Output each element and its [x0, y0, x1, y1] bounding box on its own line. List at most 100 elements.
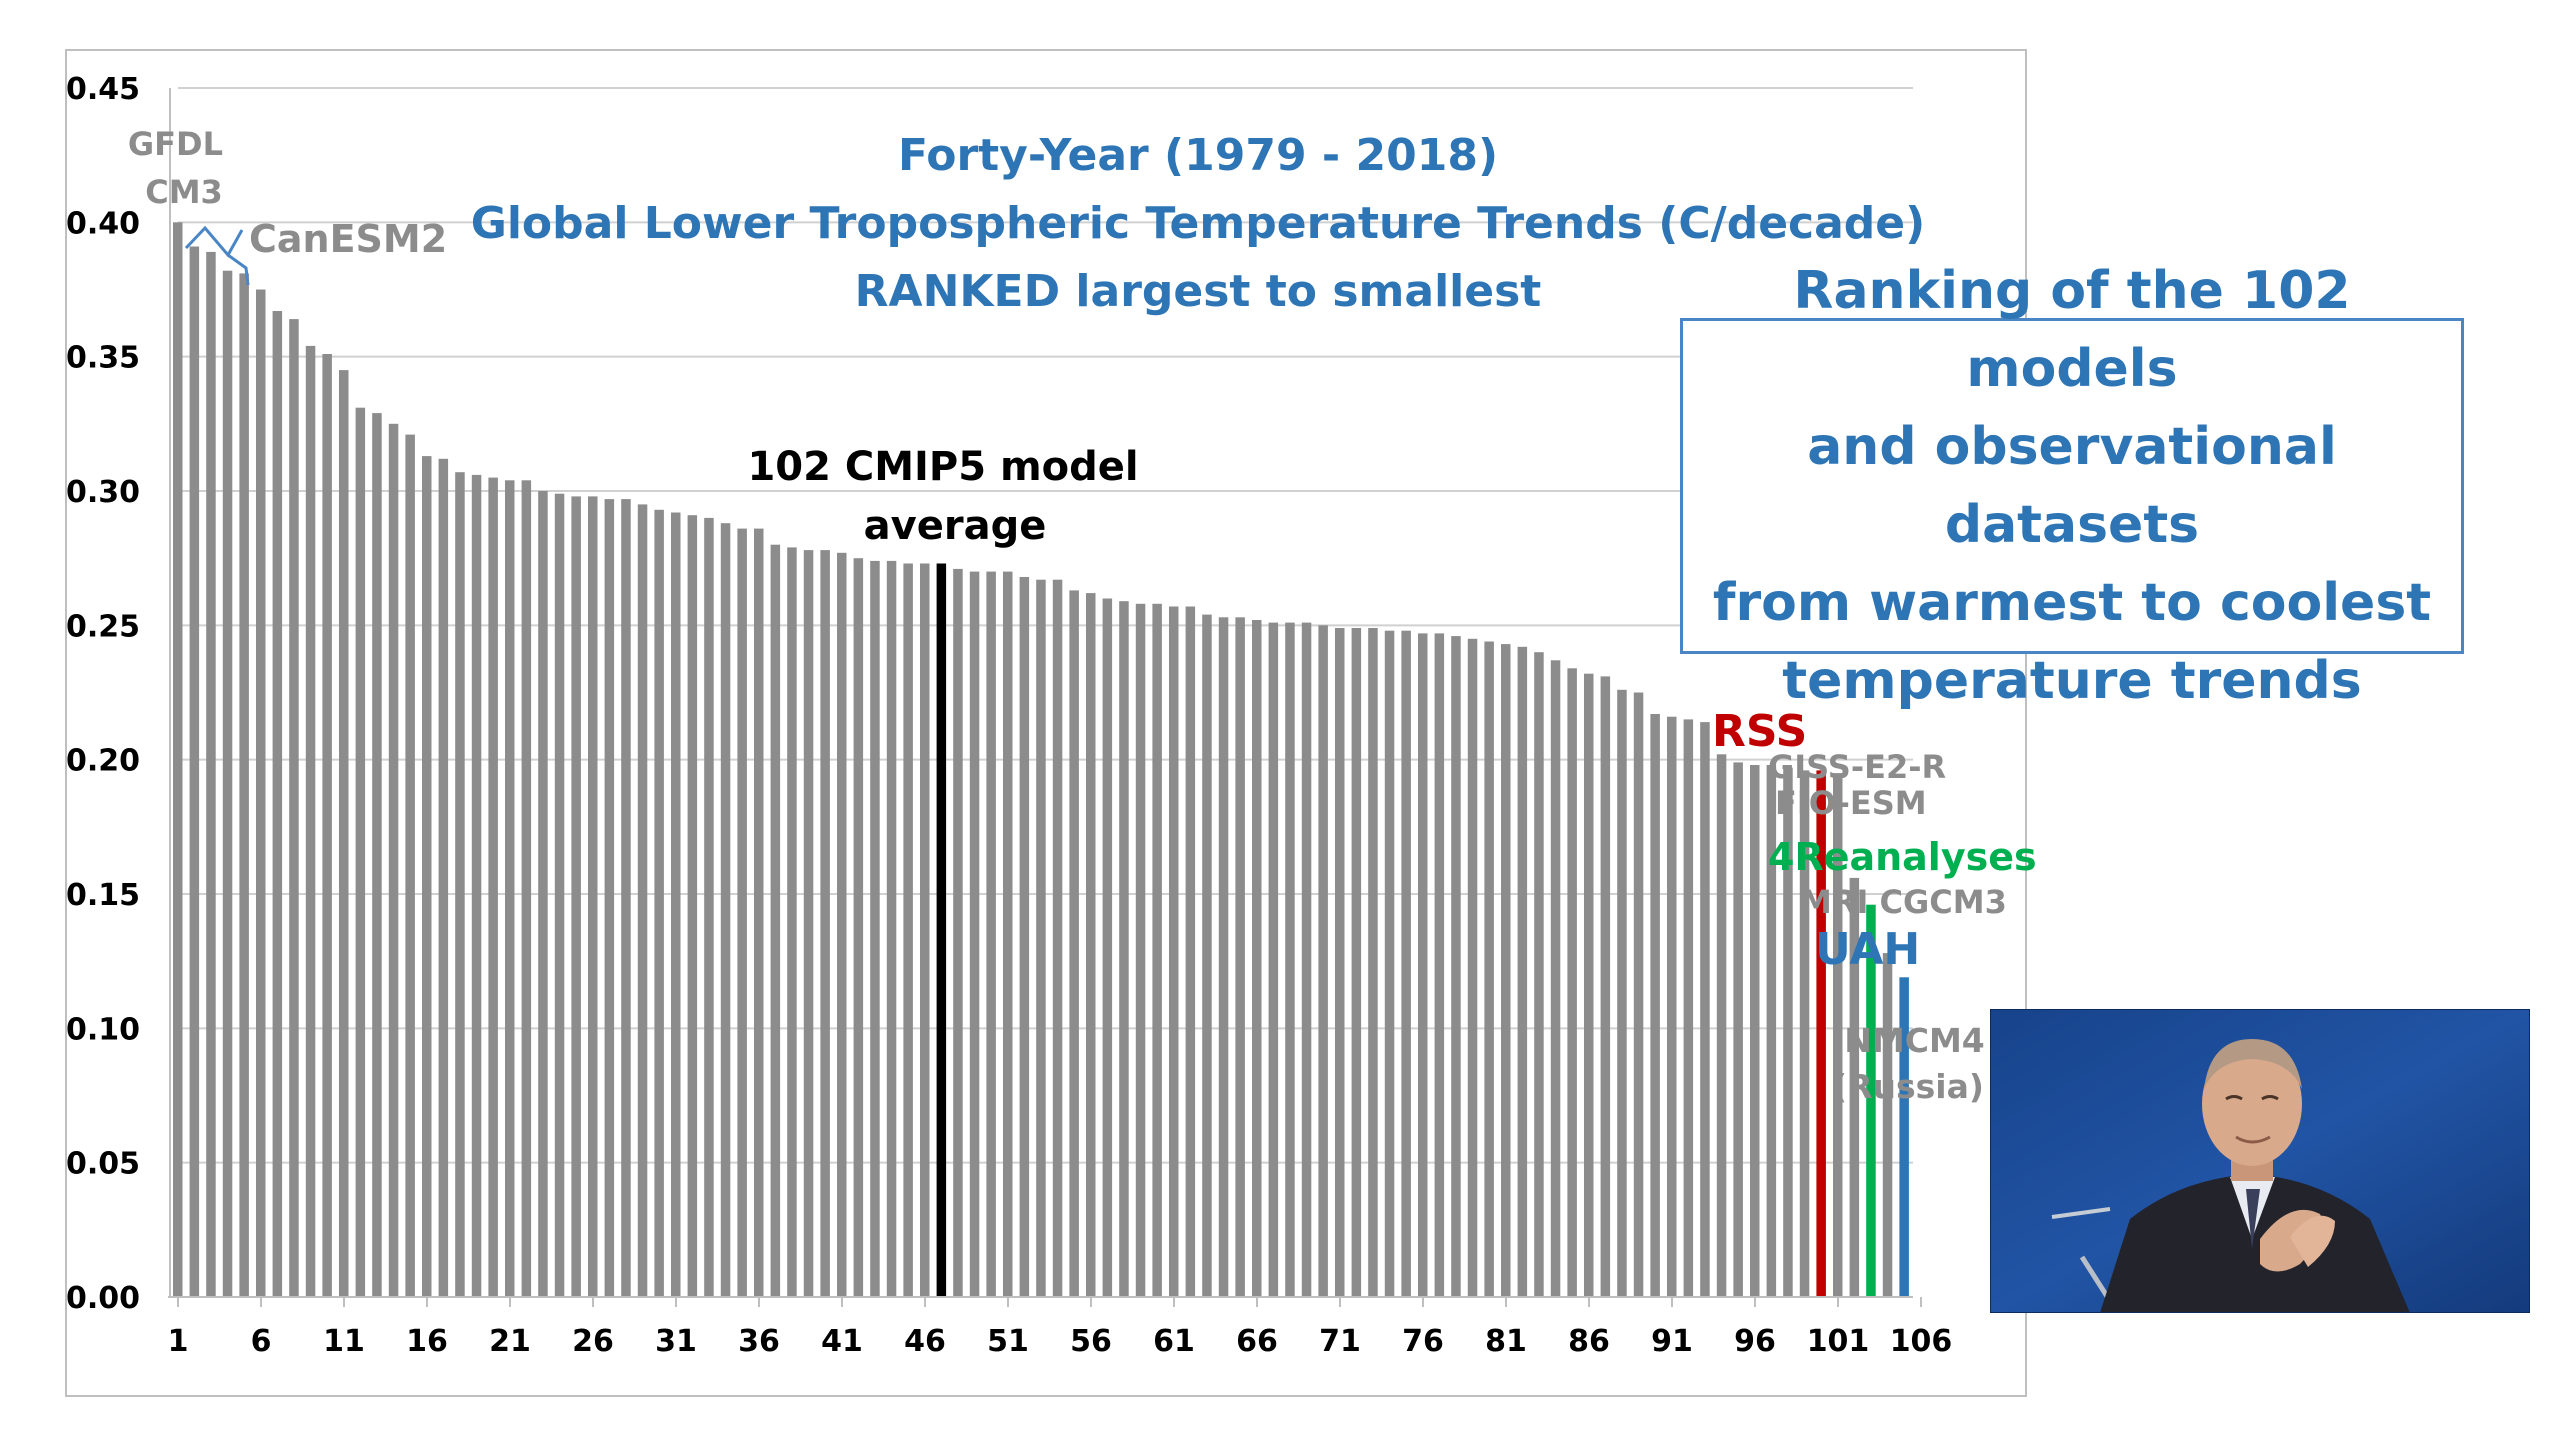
- bar: [903, 563, 913, 1297]
- bar: [770, 544, 781, 1297]
- bar: [388, 423, 399, 1297]
- bar: [355, 407, 366, 1297]
- x-tick-label: 101: [1807, 1324, 1870, 1359]
- bar: [1733, 762, 1743, 1297]
- bar: [239, 273, 249, 1297]
- bar: [173, 222, 183, 1297]
- bar: [1019, 577, 1030, 1297]
- bar: [1799, 770, 1810, 1297]
- y-tick-label: 0.10: [66, 1012, 140, 1047]
- bar: [1351, 628, 1362, 1297]
- y-tick-label: 0.25: [66, 609, 140, 644]
- annotation-gfdl: GFDL CM3: [128, 125, 234, 211]
- bar: [1185, 606, 1196, 1297]
- bar: [538, 491, 548, 1297]
- x-tick-label: 41: [821, 1324, 863, 1359]
- face: [2202, 1042, 2302, 1166]
- x-tick-label: 66: [1236, 1324, 1278, 1359]
- annotation-gfdl-line-2: CM3: [145, 173, 223, 211]
- bar: [953, 568, 963, 1297]
- bar: [1003, 571, 1013, 1297]
- bar: [1683, 719, 1694, 1297]
- bar: [1667, 716, 1677, 1297]
- x-tick-label: 31: [655, 1324, 697, 1359]
- bar: [1368, 628, 1378, 1297]
- bar: [554, 493, 565, 1297]
- bar: [1202, 614, 1212, 1297]
- annotation-inmcm4-line-1: INMCM4: [1832, 1021, 1985, 1060]
- bar: [1584, 673, 1594, 1297]
- bar: [339, 370, 349, 1298]
- bar: [671, 512, 681, 1297]
- bar: [737, 528, 747, 1297]
- y-tick-label: 0.20: [66, 744, 140, 779]
- x-tick-label: 11: [323, 1324, 365, 1359]
- bar: [488, 477, 498, 1298]
- person-applauding-photo: [1990, 1009, 2530, 1313]
- annotation-average-line-1: 102 CMIP5 model: [747, 444, 1138, 490]
- bar: [920, 563, 930, 1297]
- y-tick-label: 0.00: [66, 1281, 140, 1316]
- bar: [1119, 601, 1129, 1297]
- bar: [1517, 646, 1528, 1297]
- bar: [272, 311, 283, 1297]
- annotation-fio-esm: FIO-ESM: [1775, 784, 1927, 822]
- bar: [521, 480, 532, 1297]
- bar: [1534, 652, 1544, 1297]
- y-tick-label: 0.30: [66, 475, 140, 510]
- x-tick-label: 81: [1485, 1324, 1527, 1359]
- bar: [1567, 668, 1577, 1297]
- bar: [837, 552, 847, 1297]
- bar: [1833, 773, 1843, 1297]
- bar: [1069, 590, 1079, 1297]
- bar: [1335, 628, 1345, 1297]
- bar: [1750, 765, 1760, 1297]
- x-tick-label: 51: [987, 1324, 1029, 1359]
- annotation-uah: UAH: [1815, 924, 1920, 975]
- bar: [1418, 633, 1428, 1297]
- bar: [886, 560, 897, 1297]
- bar: [405, 434, 415, 1298]
- annotation-gfdl-line-1: GFDL: [128, 125, 223, 163]
- bar: [1849, 877, 1860, 1297]
- bar: [870, 560, 880, 1297]
- bar: [256, 289, 266, 1297]
- chart-title: Forty-Year (1979 - 2018) Global Lower Tr…: [471, 130, 1926, 317]
- x-tick-label: 6: [251, 1324, 272, 1359]
- y-tick-label: 0.05: [66, 1147, 140, 1182]
- bar: [1401, 630, 1411, 1297]
- bar: [654, 509, 664, 1297]
- bar: [206, 251, 216, 1297]
- bar: [1268, 622, 1279, 1297]
- bar: [687, 515, 698, 1297]
- tie: [2246, 1189, 2260, 1249]
- bar: [305, 345, 316, 1297]
- bar: [1501, 644, 1511, 1297]
- bar: [1285, 622, 1295, 1297]
- title-line-3: RANKED largest to smallest: [855, 266, 1542, 317]
- photo-illustration: [1990, 1009, 2530, 1313]
- bar: [372, 413, 382, 1298]
- bar: [1135, 603, 1146, 1297]
- bar: [1036, 579, 1046, 1297]
- bar: [1451, 636, 1461, 1297]
- x-tick-label: 61: [1153, 1324, 1195, 1359]
- bar: [1252, 620, 1262, 1297]
- x-tick-label: 86: [1568, 1324, 1610, 1359]
- bar: [1301, 622, 1312, 1297]
- annotation-inmcm4-line-2: (Russia): [1832, 1067, 1984, 1106]
- ranking-callout-box: Ranking of the 102 models and observatio…: [1680, 261, 2464, 711]
- x-tick-label: 71: [1319, 1324, 1361, 1359]
- x-tick-label: 26: [572, 1324, 614, 1359]
- bar: [604, 499, 615, 1298]
- bar: [1152, 603, 1162, 1297]
- bar: [1434, 633, 1445, 1297]
- bar: [289, 319, 299, 1298]
- bar: [1384, 630, 1395, 1297]
- bar: [820, 550, 830, 1297]
- bar: [986, 571, 996, 1297]
- bar: [1235, 617, 1245, 1297]
- bar: [969, 571, 980, 1297]
- title-line-1: Forty-Year (1979 - 2018): [898, 130, 1498, 181]
- bar: [1467, 638, 1478, 1297]
